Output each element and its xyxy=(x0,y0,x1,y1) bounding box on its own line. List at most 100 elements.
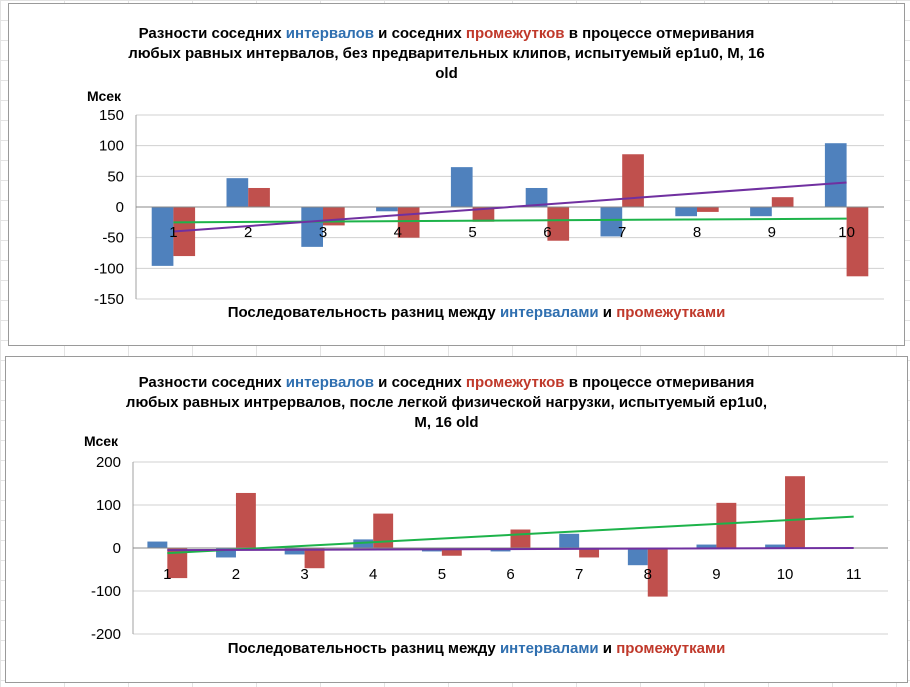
chart-1-bar-blue-8 xyxy=(675,207,697,217)
chart-2-category-label: 5 xyxy=(438,566,446,583)
chart-2-title-part-e: в процессе отмеривания xyxy=(564,374,755,391)
chart-2-trendline-purple xyxy=(167,547,854,552)
chart-2-category-label: 3 xyxy=(300,566,308,583)
chart-1-y-tick-label: 0 xyxy=(116,199,124,216)
chart-1-bar-blue-6 xyxy=(525,187,548,207)
chart-1-bar-red-9 xyxy=(771,197,794,207)
chart-1-y-tick-label: 100 xyxy=(99,138,124,155)
chart-2-category-label: 2 xyxy=(232,566,240,583)
chart-2-bar-blue-7 xyxy=(559,533,580,548)
chart-1-category-label: 1 xyxy=(169,224,177,241)
chart-1-plot: 150 100 50 0 -50 -100 -150 1 2 3 4 5 6 7 8 9 10 xyxy=(94,107,884,308)
chart-2-x-title-gaps: промежутками xyxy=(616,640,726,657)
chart-2-bar-red-9 xyxy=(716,502,737,548)
chart-1-y-tick-label: 50 xyxy=(107,168,124,185)
chart-2-title-gaps: промежутков xyxy=(465,374,565,391)
chart-1-title-line-2: любых равных интервалов, без предварител… xyxy=(128,45,765,62)
chart-1-category-label: 2 xyxy=(244,224,252,241)
chart-2-bar-red-10 xyxy=(785,476,805,548)
chart-1-y-unit: Мсек xyxy=(87,88,122,104)
chart-2-y-tick-label: 0 xyxy=(113,540,121,557)
chart-2-bar-red-5 xyxy=(441,548,462,556)
chart-1-category-label: 10 xyxy=(838,224,855,241)
chart-1-category-label: 7 xyxy=(618,224,626,241)
chart-2-bar-blue-9 xyxy=(696,544,717,548)
chart-2-bar-blue-8 xyxy=(627,548,648,566)
chart-1-category-label: 4 xyxy=(394,224,402,241)
chart-2-bar-red-7 xyxy=(579,548,600,558)
chart-1-bar-blue-7 xyxy=(600,207,623,237)
chart-1-y-tick-label: -100 xyxy=(94,260,124,277)
chart-1-bar-red-5 xyxy=(472,207,495,222)
chart-2-y-tick-label: 200 xyxy=(96,454,121,471)
chart-2-x-title-intervals: интервалами xyxy=(499,640,599,657)
chart-2-title-part-c: и соседних xyxy=(374,374,466,391)
chart-1-bar-red-10 xyxy=(846,207,869,277)
chart-1-title-part-c: и соседних xyxy=(374,25,466,42)
chart-1-title-intervals: интервалов xyxy=(285,25,375,42)
chart-1-bar-red-7 xyxy=(622,154,644,207)
chart-2-y-tick-label: -100 xyxy=(91,583,121,600)
chart-1-bar-blue-10 xyxy=(824,143,847,207)
chart-1-category-label: 3 xyxy=(319,224,327,241)
chart-1-title-gaps: промежутков xyxy=(465,25,565,42)
chart-2-category-label: 9 xyxy=(712,566,720,583)
chart-1-category-label: 5 xyxy=(468,224,476,241)
chart-1-bar-blue-1 xyxy=(151,207,174,266)
chart-panel-2[interactable]: Разности соседних интервалов и соседних … xyxy=(5,356,908,683)
chart-1-x-title-intervals: интервалами xyxy=(499,304,599,321)
chart-2-category-label: 11 xyxy=(846,566,862,583)
chart-1-bar-blue-2 xyxy=(226,178,249,207)
chart-1-bar-blue-3 xyxy=(301,207,323,247)
chart-1-title-part-a: Разности соседних xyxy=(138,25,286,42)
chart-2-category-label: 8 xyxy=(644,566,652,583)
chart-1-title-line-3: old xyxy=(435,65,458,82)
chart-2-category-label: 1 xyxy=(163,566,171,583)
chart-2-bar-red-6 xyxy=(510,529,531,548)
chart-2-bar-red-1 xyxy=(167,548,188,579)
chart-2-x-title-part-a: Последовательность разниц между xyxy=(227,640,500,657)
chart-2-title-line-2: любых равных интрервалов, после легкой ф… xyxy=(125,394,768,411)
chart-2-title-part-a: Разности соседних xyxy=(138,374,286,391)
chart-2-x-title-part-c: и xyxy=(598,640,617,657)
chart-2-plot: 200 100 0 -100 -200 1 2 3 4 5 6 7 8 9 10 11 xyxy=(91,454,888,643)
chart-1-bar-red-8 xyxy=(697,207,719,212)
chart-2-title: Разности соседних интервалов и соседних … xyxy=(76,373,817,433)
chart-2-x-axis-title: Последовательность разниц между интервал… xyxy=(46,640,907,657)
chart-2-category-label: 4 xyxy=(369,566,377,583)
chart-1-title: Разности соседних интервалов и соседних … xyxy=(79,24,814,84)
chart-2-y-tick-label: -200 xyxy=(91,626,121,643)
chart-1-bar-red-2 xyxy=(248,187,270,207)
chart-2-title-line-3: M, 16 old xyxy=(414,414,479,431)
chart-1-x-axis-title: Последовательность разниц между интервал… xyxy=(49,304,904,321)
chart-2-y-tick-label: 100 xyxy=(96,497,121,514)
chart-1-trendline-purple xyxy=(173,181,847,233)
chart-2-y-unit: Мсек xyxy=(84,433,119,449)
chart-2-bar-red-8 xyxy=(647,548,668,597)
chart-2-title-intervals: интервалов xyxy=(285,374,375,391)
chart-1-x-title-gaps: промежутками xyxy=(616,304,726,321)
chart-2-category-label: 7 xyxy=(575,566,583,583)
chart-1-x-title-part-a: Последовательность разниц между xyxy=(227,304,500,321)
chart-2-category-label: 10 xyxy=(777,566,794,583)
chart-1-category-label: 9 xyxy=(768,224,776,241)
chart-1-y-tick-label: -150 xyxy=(94,291,124,308)
chart-2-bar-red-3 xyxy=(304,548,325,569)
chart-1-trendline-green xyxy=(173,217,847,224)
chart-2-bar-blue-3 xyxy=(284,548,305,555)
chart-1-bar-red-6 xyxy=(547,207,570,241)
chart-1-y-tick-label: 150 xyxy=(99,107,124,124)
chart-2-bar-blue-10 xyxy=(765,544,786,548)
chart-1-bar-blue-4 xyxy=(376,207,398,212)
chart-2-bar-blue-1 xyxy=(147,541,168,548)
chart-2-trendline-green xyxy=(167,515,854,555)
chart-2-bar-red-2 xyxy=(235,492,256,548)
chart-panel-1[interactable]: Разности соседних интервалов и соседних … xyxy=(8,3,905,346)
chart-2-bar-red-4 xyxy=(373,513,394,548)
chart-1-category-label: 8 xyxy=(693,224,701,241)
chart-1-bar-red-3 xyxy=(323,207,345,226)
chart-1-title-part-e: в процессе отмеривания xyxy=(564,25,755,42)
chart-2-bar-blue-2 xyxy=(216,548,236,558)
chart-1-y-tick-label: -50 xyxy=(102,230,124,247)
chart-1-category-label: 6 xyxy=(543,224,551,241)
